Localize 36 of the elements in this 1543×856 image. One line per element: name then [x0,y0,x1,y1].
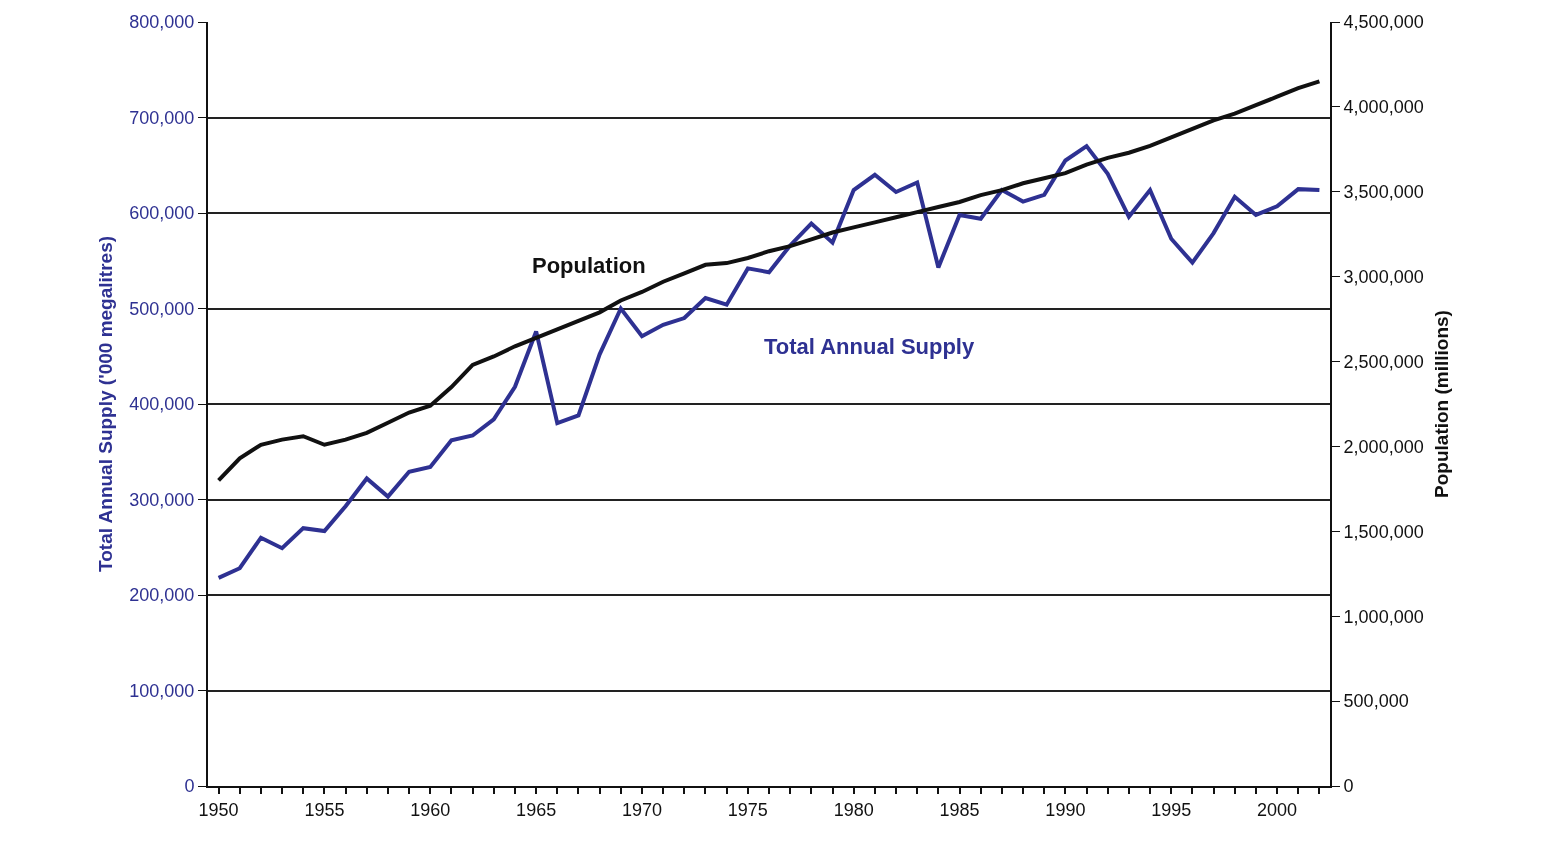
y-tick-label: 100,000 [129,680,195,701]
y-tick-label: 300,000 [129,489,195,510]
x-tick-label: 1995 [1151,799,1192,820]
x-tick-label: 1975 [727,799,768,820]
y2-tick-label: 3,500,000 [1343,182,1424,203]
y-tick-label: 400,000 [129,394,195,415]
x-tick-label: 1970 [621,799,662,820]
x-tick-label: 1965 [516,799,557,820]
y-axis-title: Total Annual Supply ('000 megalitres) [94,235,116,573]
x-tick-label: 1985 [939,799,980,820]
y2-tick-label: 500,000 [1343,691,1409,712]
y2-tick-label: 2,000,000 [1343,436,1424,457]
y2-tick-label: 2,500,000 [1343,351,1424,372]
y-tick-label: 0 [184,776,195,797]
y2-tick-label: 3,000,000 [1343,266,1424,287]
y2-tick-label: 4,500,000 [1343,12,1424,33]
y-tick-label: 200,000 [129,585,195,606]
y2-tick-label: 1,500,000 [1343,521,1424,542]
y2-axis-title: Population (millions) [1430,310,1452,498]
y-tick-label: 600,000 [129,203,195,224]
y2-tick-label: 0 [1343,776,1354,797]
x-tick-label: 1955 [304,799,345,820]
x-tick-label: 1980 [833,799,874,820]
y-tick-label: 700,000 [129,107,195,128]
y2-tick-label: 1,000,000 [1343,606,1424,627]
line-series [216,79,1322,483]
y-tick-label: 500,000 [129,298,195,319]
x-tick-label: 1990 [1045,799,1086,820]
y2-tick-label: 4,000,000 [1343,97,1424,118]
x-tick-label: 1960 [410,799,451,820]
x-tick-label: 1950 [198,799,239,820]
text: Total Annual Supply [764,334,975,359]
x-tick-label: 2000 [1257,799,1298,820]
series-label: Population [532,253,646,278]
y-tick-label: 800,000 [129,12,195,33]
line-series [216,144,1322,580]
